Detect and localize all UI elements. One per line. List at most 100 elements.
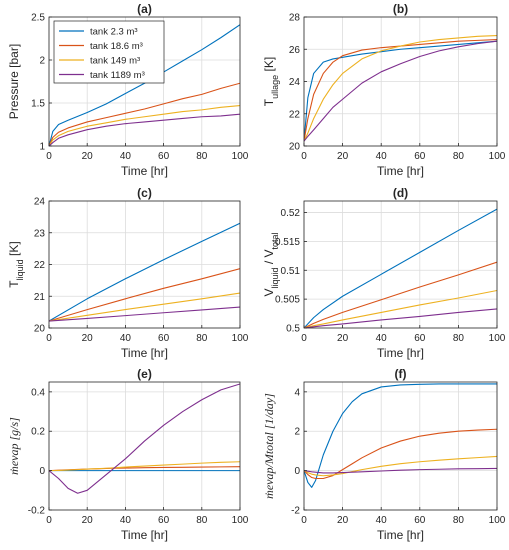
y-tick-label: 0.2 xyxy=(31,427,45,438)
x-tick-label: 60 xyxy=(158,515,170,526)
series-line-2 xyxy=(49,105,240,146)
y-tick-label: 0.52 xyxy=(281,208,301,219)
y-tick-label: 22 xyxy=(34,260,46,271)
x-tick-label: 20 xyxy=(337,333,349,344)
y-axis-label: ṁevap [g/s] xyxy=(7,417,21,475)
x-tick-label: 20 xyxy=(82,151,94,162)
x-tick-label: 0 xyxy=(46,151,52,162)
y-tick-label: 26 xyxy=(289,45,301,56)
y-axis-label: Tliquid [K] xyxy=(7,241,25,287)
chart-panel-3: 0 20 40 60 80 100 0.5 0.505 0.51 0.515 0.52 (d) Time… xyxy=(262,186,506,360)
y-tick-label: 0 xyxy=(39,466,45,477)
panel-title: (e) xyxy=(137,367,152,381)
series-line-1 xyxy=(49,82,240,146)
legend-entry-3: tank 1189 m³ xyxy=(90,70,145,81)
y-axis-label: Pressure [bar] xyxy=(7,44,21,119)
x-tick-label: 80 xyxy=(196,515,208,526)
series-line-0 xyxy=(49,24,240,146)
x-tick-label: 0 xyxy=(301,515,307,526)
y-tick-label: 23 xyxy=(34,228,46,239)
y-tick-label: 22 xyxy=(289,109,301,120)
x-tick-label: 20 xyxy=(82,333,94,344)
y-tick-label: 2 xyxy=(294,427,300,438)
y-tick-label: 0 xyxy=(294,466,300,477)
x-tick-label: 80 xyxy=(453,515,465,526)
y-label-main: V xyxy=(262,289,276,297)
x-tick-label: 20 xyxy=(337,151,349,162)
y-tick-label: -0.2 xyxy=(28,506,46,517)
x-tick-label: 20 xyxy=(82,515,94,526)
x-tick-label: 60 xyxy=(158,333,170,344)
y-tick-label: 4 xyxy=(294,387,300,398)
x-axis-label: Time [hr] xyxy=(377,164,424,178)
plot-area xyxy=(49,382,240,510)
panel-title: (b) xyxy=(393,2,408,16)
legend-entry-0: tank 2.3 m³ xyxy=(90,27,138,38)
y-tick-label: 24 xyxy=(289,77,301,88)
series-line-3 xyxy=(304,308,497,328)
panel-title: (f) xyxy=(395,367,407,381)
y-label-subscript: liquid xyxy=(15,259,25,280)
y-tick-label: 0.5 xyxy=(286,324,300,335)
y-tick-label: 0.505 xyxy=(275,295,300,306)
x-axis-label: Time [hr] xyxy=(121,528,168,542)
y-tick-label: 1.5 xyxy=(31,99,45,110)
x-tick-label: 0 xyxy=(301,151,307,162)
y-label-suffix: [K] xyxy=(262,57,276,75)
y-label-subscript: liquid xyxy=(270,268,280,289)
x-axis-label: Time [hr] xyxy=(377,528,424,542)
series-line-2 xyxy=(304,34,497,142)
x-tick-label: 80 xyxy=(196,151,208,162)
series-line-0 xyxy=(49,222,240,322)
series-line-2 xyxy=(304,455,497,477)
plot-area xyxy=(304,201,497,328)
y-axis-label: ṁevap/Mtotal [1/day] xyxy=(262,393,276,499)
series-line-1 xyxy=(49,268,240,322)
x-tick-label: 100 xyxy=(232,151,249,162)
series-line-2 xyxy=(49,461,240,472)
x-tick-label: 0 xyxy=(301,333,307,344)
series-line-2 xyxy=(304,289,497,328)
x-axis-label: Time [hr] xyxy=(121,164,168,178)
x-tick-label: 40 xyxy=(376,333,388,344)
y-label-subscript: ullage xyxy=(270,75,280,99)
x-tick-label: 20 xyxy=(337,515,349,526)
axes-frame xyxy=(48,16,241,147)
series-line-1 xyxy=(304,39,497,142)
panel-title: (a) xyxy=(137,2,152,16)
axes-frame xyxy=(48,381,241,511)
y-tick-label: 20 xyxy=(34,324,46,335)
y-axis-label: Vliquid / Vtotal xyxy=(262,232,280,296)
x-tick-label: 40 xyxy=(120,333,132,344)
y-tick-label: 0.51 xyxy=(281,266,301,277)
x-tick-label: 100 xyxy=(232,515,249,526)
x-tick-label: 100 xyxy=(489,151,506,162)
series-line-2 xyxy=(49,292,240,322)
y-axis-label: Tullage [K] xyxy=(262,57,280,106)
series-line-1 xyxy=(304,261,497,328)
x-tick-label: 60 xyxy=(414,333,426,344)
legend: tank 2.3 m³ tank 18.6 m³ tank 149 m³ tank 1… xyxy=(53,20,165,84)
y-label-main: T xyxy=(7,280,21,288)
panel-title: (d) xyxy=(393,186,408,200)
panel-title: (c) xyxy=(137,186,152,200)
series-line-0 xyxy=(304,40,497,142)
x-tick-label: 100 xyxy=(489,515,506,526)
x-tick-label: 60 xyxy=(414,151,426,162)
x-tick-label: 100 xyxy=(489,333,506,344)
x-tick-label: 0 xyxy=(46,515,52,526)
x-tick-label: 40 xyxy=(120,515,132,526)
series-line-3 xyxy=(49,383,240,494)
series-line-3 xyxy=(304,40,497,142)
axes-frame xyxy=(303,381,498,511)
series-line-1 xyxy=(304,428,497,480)
y-tick-label: 21 xyxy=(34,292,46,303)
y-tick-label: 28 xyxy=(289,13,301,24)
y-tick-label: 2 xyxy=(39,56,45,67)
series-line-3 xyxy=(49,306,240,322)
x-tick-label: 40 xyxy=(376,515,388,526)
